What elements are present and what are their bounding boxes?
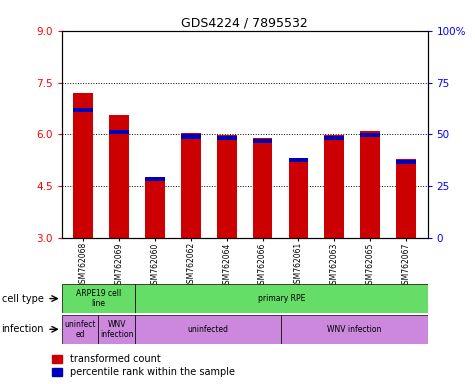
Text: infection: infection <box>1 324 44 334</box>
Bar <box>253 138 273 238</box>
Bar <box>281 315 428 344</box>
Title: GDS4224 / 7895532: GDS4224 / 7895532 <box>181 17 308 30</box>
Bar <box>288 159 308 238</box>
Bar <box>62 315 98 344</box>
Bar <box>181 134 201 139</box>
Bar <box>74 93 93 238</box>
Bar <box>288 158 308 162</box>
Bar <box>109 115 129 238</box>
Bar <box>145 177 165 238</box>
Bar <box>109 129 129 134</box>
Bar <box>217 136 237 140</box>
Text: uninfected: uninfected <box>188 325 228 334</box>
Bar <box>217 135 237 238</box>
Bar <box>135 315 281 344</box>
Bar <box>145 177 165 181</box>
Bar <box>135 284 428 313</box>
Bar <box>360 133 380 137</box>
Bar <box>253 139 273 143</box>
Legend: transformed count, percentile rank within the sample: transformed count, percentile rank withi… <box>52 354 235 377</box>
Bar <box>396 159 416 238</box>
Bar <box>181 133 201 238</box>
Bar <box>324 136 344 140</box>
Text: WNV
infection: WNV infection <box>100 319 133 339</box>
Text: cell type: cell type <box>1 293 44 304</box>
Text: ARPE19 cell
line: ARPE19 cell line <box>76 289 121 308</box>
Text: primary RPE: primary RPE <box>257 294 305 303</box>
Bar <box>324 135 344 238</box>
Text: uninfect
ed: uninfect ed <box>64 319 96 339</box>
Bar <box>360 131 380 238</box>
Bar <box>74 108 93 112</box>
Text: WNV infection: WNV infection <box>327 325 381 334</box>
Bar <box>396 160 416 164</box>
Bar <box>98 315 135 344</box>
Bar <box>62 284 135 313</box>
